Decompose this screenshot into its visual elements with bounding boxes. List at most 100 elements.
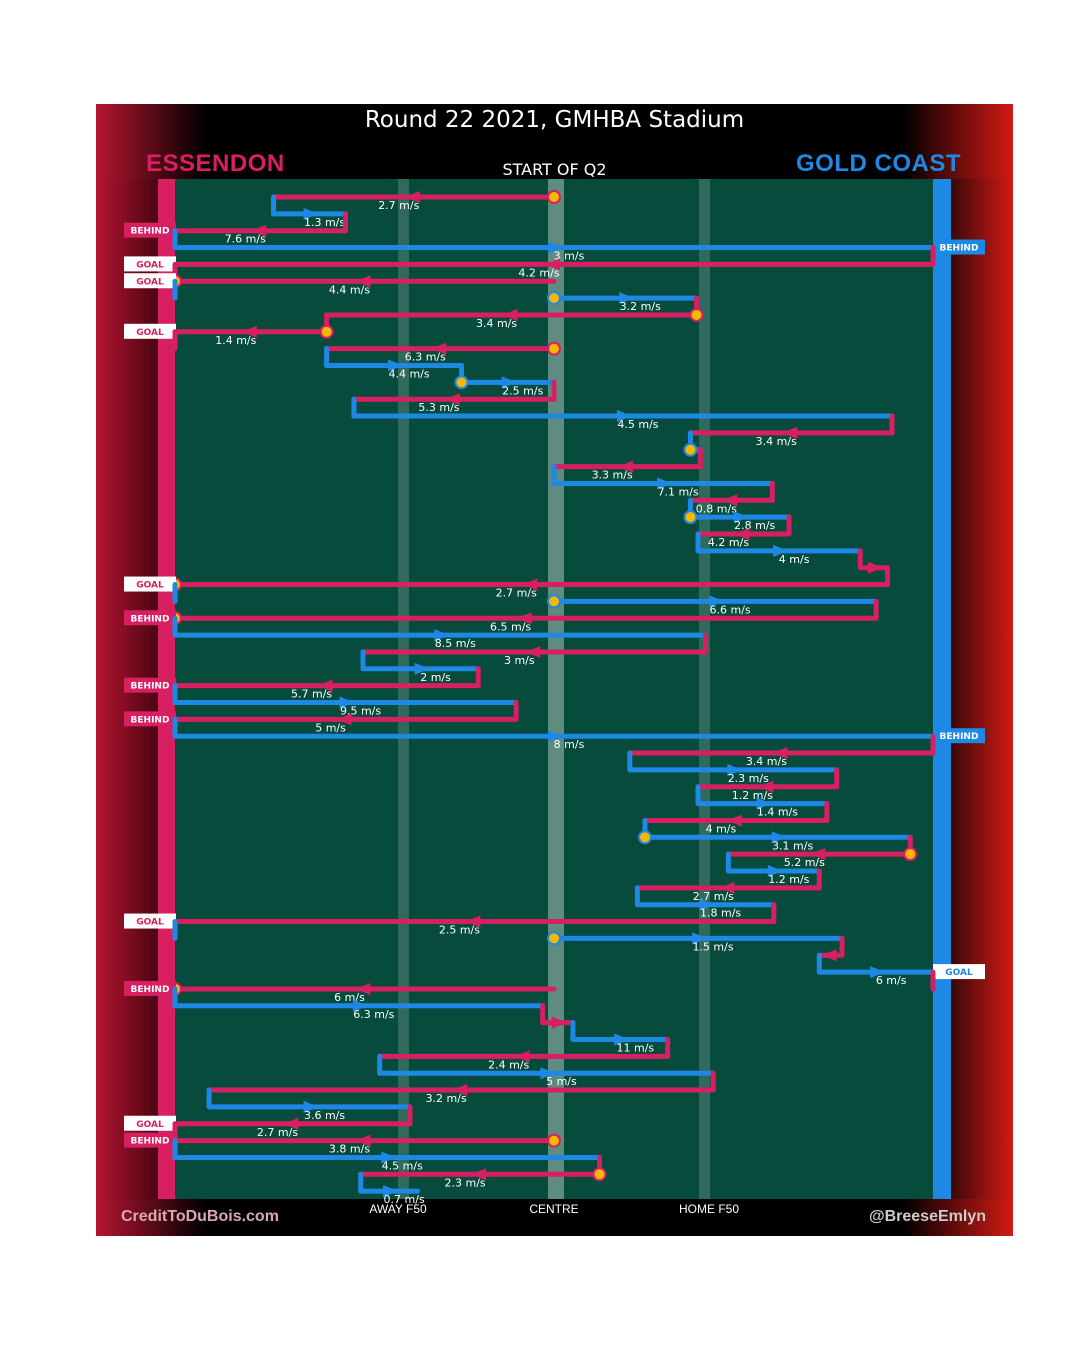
speed-label: 7.1 m/s (658, 485, 699, 498)
direction-arrow (699, 898, 715, 911)
turnover-marker (637, 830, 652, 845)
speed-label: 2.7 m/s (496, 587, 537, 600)
speed-label: 2.4 m/s (488, 1058, 529, 1071)
speed-label: 4.2 m/s (708, 536, 749, 549)
direction-arrow (465, 915, 481, 928)
direction-arrow (545, 258, 560, 271)
speed-label: 5.2 m/s (784, 856, 825, 869)
result-badge (124, 273, 176, 289)
direction-arrow (619, 292, 635, 305)
speed-label: 2.5 m/s (439, 924, 480, 937)
speed-label: 0.7 m/s (384, 1193, 425, 1206)
speed-label: 1.4 m/s (757, 806, 798, 819)
speed-label: 1.2 m/s (732, 789, 773, 802)
direction-arrow (614, 1033, 630, 1046)
turnover-marker (547, 594, 561, 609)
direction-arrow (548, 241, 563, 254)
speed-label: 4 m/s (779, 553, 810, 566)
result-badge-label: GOAL (945, 968, 973, 978)
direction-arrow (867, 561, 883, 574)
home-team-label: ESSENDON (146, 150, 285, 177)
speed-label: 5 m/s (315, 721, 346, 734)
direction-arrow (516, 612, 532, 625)
speed-label: 6.6 m/s (709, 603, 750, 616)
direction-arrow (618, 460, 634, 473)
direction-arrow (414, 662, 430, 675)
direction-arrow (317, 679, 333, 692)
speed-label: 3.4 m/s (476, 317, 517, 330)
speed-label: 3.4 m/s (756, 435, 797, 448)
direction-arrow (431, 342, 447, 355)
speed-label: 6 m/s (876, 974, 907, 987)
speed-label: 4 m/s (706, 822, 737, 835)
direction-arrow (502, 308, 518, 321)
turnover-marker (547, 190, 561, 204)
direction-arrow (251, 224, 267, 237)
result-badge-label: BEHIND (131, 227, 170, 237)
speed-label: 3 m/s (554, 250, 585, 263)
speed-label: 3.2 m/s (620, 300, 661, 313)
turnover-marker (547, 931, 561, 946)
direction-arrow (404, 191, 420, 203)
direction-arrow (616, 410, 632, 423)
turnover-marker (547, 291, 561, 306)
direction-arrow (767, 865, 783, 877)
axis-tick-centre: CENTRE (529, 1202, 578, 1216)
direction-arrow (283, 1117, 299, 1130)
speed-label: 8.5 m/s (435, 637, 476, 650)
speed-label: 6.3 m/s (405, 351, 446, 364)
result-badge (124, 610, 176, 626)
gold-coast-goal-line (933, 179, 951, 1199)
speed-label: 3.6 m/s (304, 1109, 345, 1122)
speed-label: 2.7 m/s (693, 890, 734, 903)
direction-arrow (548, 730, 563, 743)
direction-arrow (719, 881, 735, 894)
result-badge (124, 1115, 176, 1131)
turnover-marker (547, 1133, 561, 1148)
result-badge (933, 964, 985, 980)
direction-arrow (756, 797, 772, 810)
direction-arrow (657, 477, 673, 490)
turnover-marker (547, 341, 561, 356)
centre-line (548, 179, 564, 1199)
speed-label: 2.7 m/s (257, 1126, 298, 1139)
direction-arrow (782, 426, 798, 439)
result-badge (124, 222, 176, 238)
direction-arrow (355, 275, 371, 288)
speed-label: 2.5 m/s (502, 384, 543, 397)
result-badge-label: BEHIND (131, 985, 170, 995)
direction-arrow (303, 207, 319, 220)
turnover-marker (683, 510, 698, 525)
speed-label: 2.3 m/s (728, 772, 769, 785)
credit-right: @BreeseEmlyn (869, 1208, 986, 1225)
speed-label: 1.3 m/s (304, 216, 345, 229)
direction-arrow (514, 1050, 530, 1063)
result-badge-label: GOAL (136, 277, 164, 287)
direction-arrow (452, 1084, 468, 1097)
result-badge (933, 239, 985, 255)
direction-arrow (772, 747, 788, 760)
direction-arrow (722, 494, 738, 507)
away-team-label: GOLD COAST (796, 150, 961, 177)
direction-arrow (727, 763, 743, 776)
axis-tick-home-f50: HOME F50 (679, 1202, 739, 1216)
direction-arrow (339, 696, 355, 709)
direction-arrow (870, 966, 886, 979)
result-badge (124, 323, 176, 339)
speed-label: 11 m/s (616, 1042, 654, 1055)
direction-arrow (692, 932, 708, 945)
speed-label: 6.3 m/s (353, 1008, 394, 1021)
result-badge-label: GOAL (136, 1120, 164, 1130)
direction-arrow (434, 629, 450, 642)
result-badge (124, 980, 176, 996)
direction-arrow (726, 814, 742, 827)
direction-arrow (773, 544, 789, 557)
direction-arrow (540, 1067, 556, 1080)
result-badge-label: BEHIND (131, 682, 170, 692)
result-badge-label: BEHIND (940, 732, 979, 742)
direction-arrow (525, 645, 541, 658)
chains-layer: 2.7 m/s 1.3 m/s 7.6 m/s BEHIND 3 m/s BEHIND 4.… (124, 190, 985, 1206)
speed-label: 2.7 m/s (378, 199, 419, 212)
speed-label: 5.7 m/s (291, 688, 332, 701)
speed-label: 3.3 m/s (592, 469, 633, 482)
